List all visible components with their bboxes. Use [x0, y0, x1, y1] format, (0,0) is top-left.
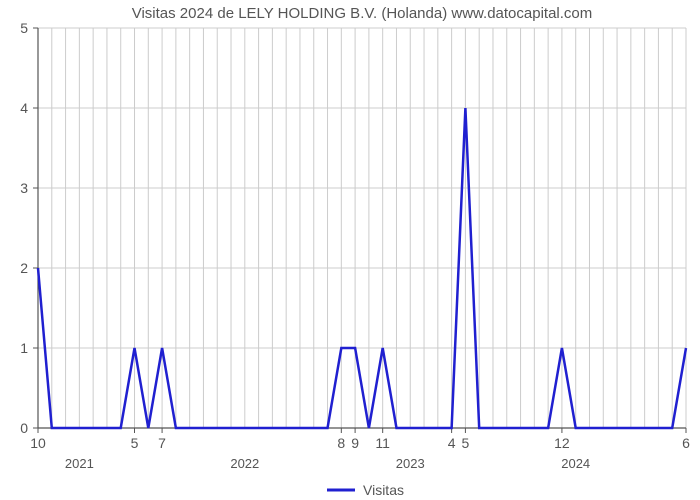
- x-month-label: 9: [351, 435, 359, 451]
- legend-label: Visitas: [363, 482, 404, 498]
- x-month-label: 5: [462, 435, 470, 451]
- y-tick-label: 0: [20, 420, 28, 436]
- x-year-label: 2023: [396, 456, 425, 471]
- x-month-label: 8: [337, 435, 345, 451]
- y-tick-label: 4: [20, 100, 28, 116]
- x-year-label: 2022: [230, 456, 259, 471]
- x-month-label: 11: [375, 435, 390, 451]
- visits-line-chart: Visitas 2024 de LELY HOLDING B.V. (Holan…: [0, 0, 700, 500]
- x-month-label: 6: [682, 435, 690, 451]
- x-month-label: 5: [131, 435, 139, 451]
- y-tick-label: 5: [20, 20, 28, 36]
- chart-title: Visitas 2024 de LELY HOLDING B.V. (Holan…: [132, 5, 593, 22]
- x-year-label: 2024: [561, 456, 590, 471]
- y-tick-label: 3: [20, 180, 28, 196]
- x-year-label: 2021: [65, 456, 94, 471]
- x-month-label: 4: [448, 435, 456, 451]
- y-tick-label: 2: [20, 260, 28, 276]
- x-month-label: 10: [30, 435, 46, 451]
- x-month-label: 7: [158, 435, 166, 451]
- y-tick-label: 1: [20, 340, 28, 356]
- x-month-label: 12: [554, 435, 570, 451]
